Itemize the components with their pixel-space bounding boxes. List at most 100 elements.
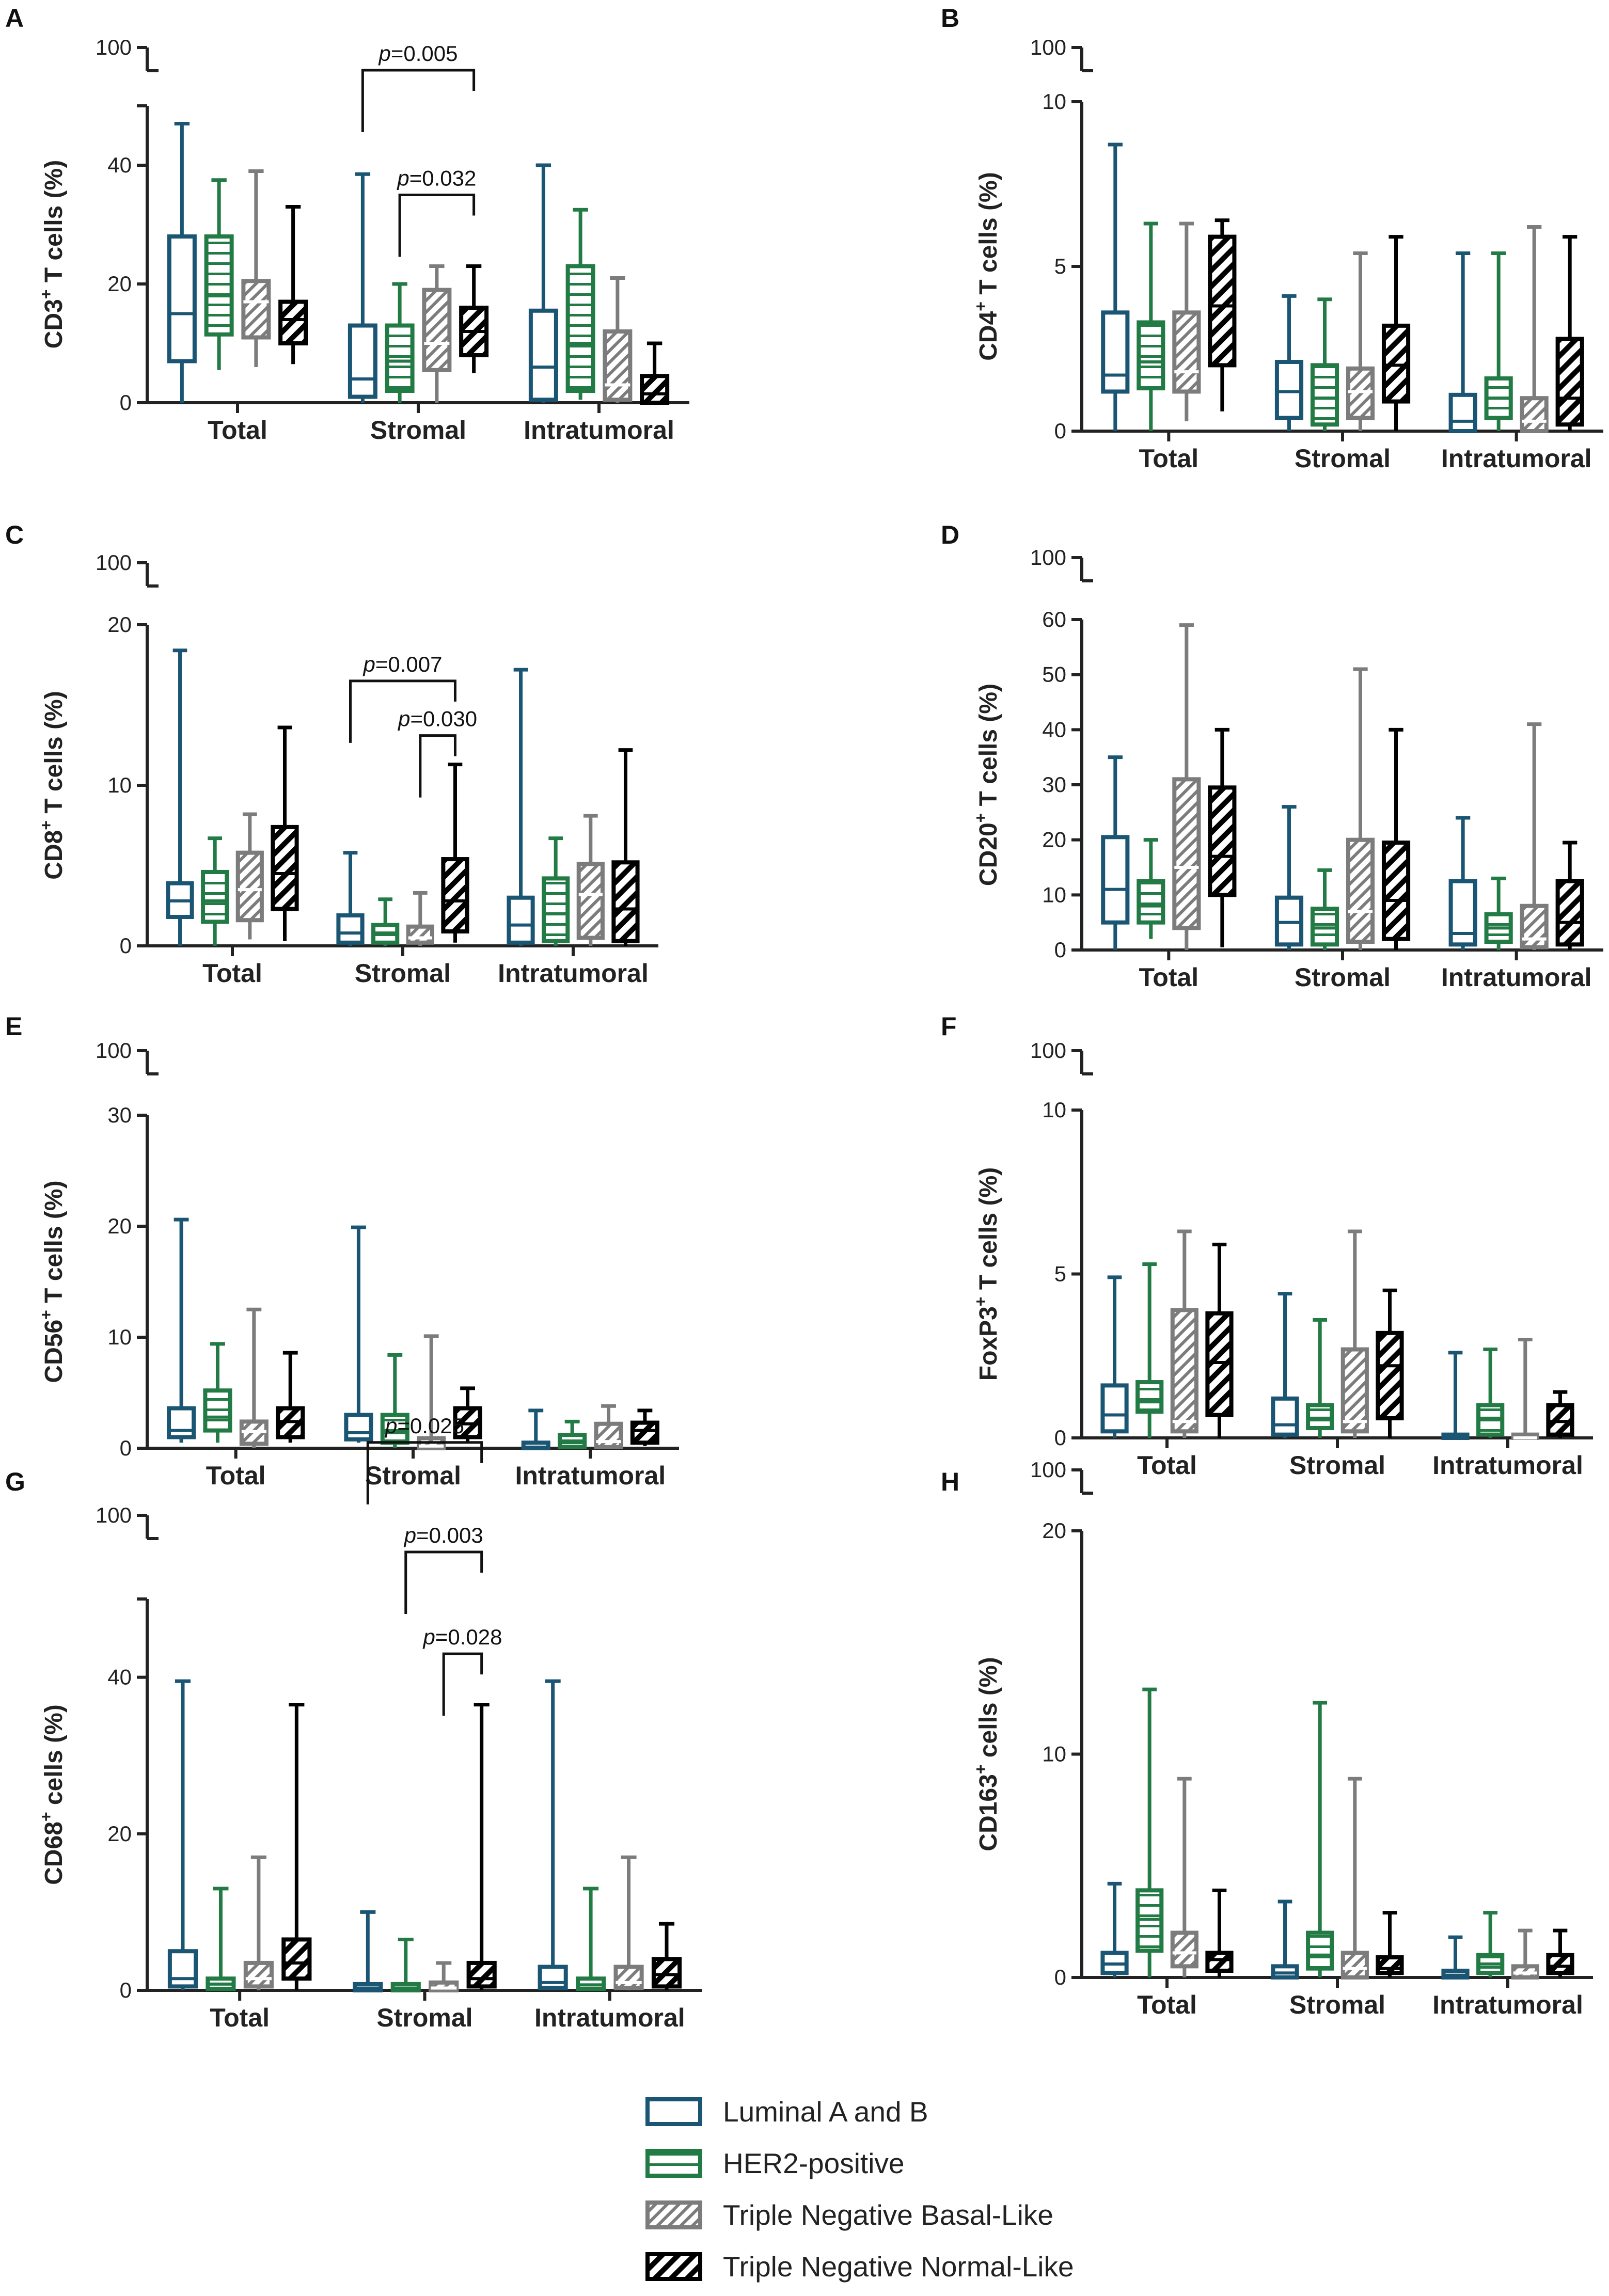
x-tick-label-h-1: Stromal [1289, 1990, 1385, 2019]
box-body [565, 264, 595, 393]
y-axis-label-d: CD20+ T cells (%) [971, 684, 1002, 886]
box-b-1-her2 [1310, 297, 1339, 431]
box-c-0-luminal [166, 648, 194, 946]
p-value-label: p=0.032 [396, 166, 476, 191]
box-body [1520, 396, 1549, 434]
y-axis-label-b: CD4+ T cells (%) [971, 172, 1002, 360]
box-f-2-her2 [1476, 1348, 1505, 1438]
box-g-2-her2 [576, 1887, 606, 1991]
box-body [344, 1413, 373, 1442]
p-value-label: p=0.007 [362, 652, 443, 676]
x-tick-label-b-2: Intratumoral [1441, 444, 1592, 473]
y-axis-label-main-f: FoxP3 [975, 1306, 1002, 1381]
box-g-0-tnbl [243, 1855, 274, 1990]
box-f-2-luminal [1441, 1351, 1470, 1440]
box-body [1306, 1403, 1334, 1430]
box-body [336, 913, 365, 945]
y-tick-label-100-c: 100 [96, 550, 132, 575]
box-body [1208, 785, 1237, 897]
box-h-2-tnbl [1511, 1928, 1539, 1980]
box-h-0-luminal [1100, 1881, 1129, 1977]
x-tick-label-a-0: Total [208, 416, 267, 445]
box-g-2-tnbl [613, 1855, 644, 1990]
y-axis-label-c: CD8+ T cells (%) [37, 691, 68, 879]
p-value: =0.025 [397, 1414, 464, 1438]
box-body [1381, 841, 1411, 941]
y-tick-label-b-0: 0 [1054, 419, 1066, 443]
y-axis-label-sup-e: + [37, 1310, 55, 1320]
x-tick-label-g-0: Total [210, 2003, 270, 2032]
x-tick-label-g-1: Stromal [376, 2003, 472, 2032]
box-f-1-luminal [1271, 1292, 1299, 1438]
box-d-2-tnnl [1555, 841, 1584, 950]
box-c-1-tnnl [441, 763, 469, 943]
box-body [1340, 1347, 1369, 1434]
box-e-0-tnbl [239, 1307, 269, 1448]
panel-e: E 100 0 10 20 30 CD56+ T cells (%) Total Stromal… [5, 1012, 679, 1490]
box-body [1100, 1383, 1129, 1434]
box-body [542, 876, 570, 943]
y-axis-label-sup-f: + [971, 1297, 990, 1307]
box-b-0-tnbl [1172, 221, 1201, 421]
box-body [1137, 879, 1165, 925]
box-body [1381, 323, 1411, 404]
x-tick-label-b-1: Stromal [1295, 444, 1391, 473]
box-f-0-luminal [1100, 1275, 1129, 1438]
p-symbol: p [396, 166, 409, 191]
box-body [278, 299, 308, 345]
p-value: =0.003 [416, 1523, 483, 1547]
box-e-1-luminal [344, 1225, 373, 1443]
box-body [594, 1421, 623, 1449]
box-f-1-tnnl [1376, 1288, 1404, 1438]
box-body [1306, 1930, 1334, 1971]
y-axis-label-rest-h: cells (%) [975, 1657, 1002, 1764]
box-g-2-tnnl [651, 1922, 682, 1990]
box-body [1546, 1953, 1574, 1975]
p-value-label: p=0.030 [397, 707, 477, 731]
box-body [385, 323, 415, 393]
box-body [1346, 366, 1375, 420]
x-tick-label-c-1: Stromal [355, 959, 451, 988]
panel-letter-e: E [5, 1012, 22, 1041]
box-a-0-luminal [167, 122, 197, 403]
panel-letter-b: B [941, 4, 959, 33]
box-body [1546, 1403, 1574, 1437]
box-body [241, 279, 271, 340]
legend-item-tnbl: Triple Negative Basal-Like [645, 2189, 1213, 2241]
box-c-0-her2 [201, 836, 229, 946]
box-b-1-luminal [1274, 294, 1304, 431]
significance-bracket-g-1: p=0.003 [403, 1523, 483, 1614]
box-f-2-tnnl [1546, 1390, 1574, 1438]
y-axis-label-main-g: CD68 [40, 1822, 68, 1885]
box-b-1-tnbl [1346, 251, 1375, 431]
p-symbol: p [422, 1625, 435, 1649]
box-c-1-tnbl [406, 891, 434, 946]
box-h-1-tnnl [1376, 1911, 1404, 1977]
box-g-1-tnnl [466, 1703, 497, 1990]
box-body [406, 924, 434, 945]
p-value-label: p=0.025 [384, 1414, 464, 1438]
box-body [1170, 1308, 1198, 1434]
legend-swatch-her2 [645, 2149, 702, 2178]
panel-letter-g: G [5, 1467, 25, 1496]
box-body [281, 1937, 312, 1981]
y-tick-label-100-h: 100 [1030, 1458, 1066, 1482]
box-b-2-her2 [1484, 251, 1513, 431]
bracket-line [398, 194, 476, 257]
y-tick-label-100-g: 100 [96, 1503, 132, 1527]
y-tick-label-c-1: 10 [107, 773, 132, 797]
box-body [204, 234, 234, 337]
panel-a: A 100 0 20 40 CD3+ T cells (%) Total Stromal Int… [5, 4, 689, 445]
box-body [528, 308, 558, 402]
y-tick-label-d-5: 50 [1042, 662, 1066, 687]
y-tick-label-e-1: 10 [107, 1325, 132, 1349]
p-value: =0.032 [409, 166, 477, 191]
y-tick-label-a-0: 0 [120, 390, 132, 415]
box-g-0-tnnl [281, 1703, 312, 1990]
y-tick-label-d-3: 30 [1042, 772, 1066, 797]
p-symbol: p [362, 652, 375, 676]
p-value: =0.005 [391, 41, 458, 66]
legend-label-her2: HER2-positive [723, 2147, 905, 2179]
box-body [1170, 1930, 1198, 1969]
